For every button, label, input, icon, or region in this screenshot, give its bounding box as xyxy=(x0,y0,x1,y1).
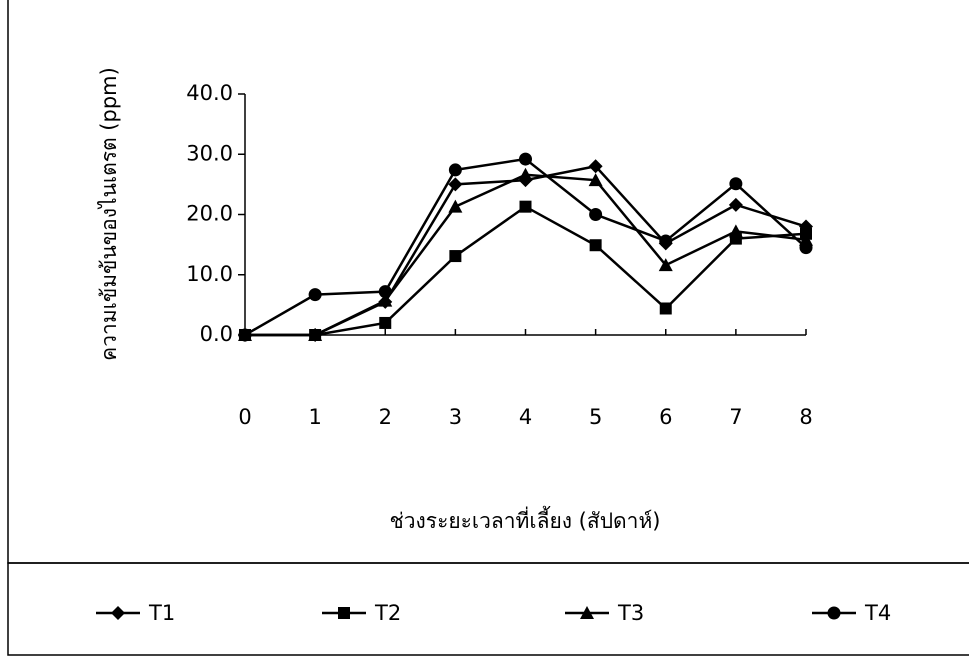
data-point xyxy=(308,288,322,302)
legend-marker xyxy=(338,607,350,619)
data-point xyxy=(729,177,743,191)
legend-label: T3 xyxy=(617,601,644,625)
data-point xyxy=(799,241,813,255)
legend-label: T1 xyxy=(148,601,175,625)
y-tick-label: 40.0 xyxy=(186,81,233,105)
x-tick-label: 1 xyxy=(308,405,321,429)
y-tick-label: 10.0 xyxy=(186,262,233,286)
series-line xyxy=(245,173,807,337)
x-tick-label: 4 xyxy=(519,405,532,429)
y-tick-label: 0.0 xyxy=(200,322,233,346)
data-point xyxy=(518,167,533,181)
data-point xyxy=(519,152,532,166)
data-point xyxy=(519,200,532,213)
data-point xyxy=(659,302,672,315)
data-point xyxy=(448,177,463,192)
data-point xyxy=(589,239,602,252)
series-line xyxy=(245,164,807,337)
y-axis-label: ความเข้มข้นของไนเตรต (ppm) xyxy=(97,67,121,361)
y-tick-label: 20.0 xyxy=(186,202,233,226)
data-point xyxy=(588,173,603,187)
data-point xyxy=(659,234,673,248)
data-point xyxy=(588,159,603,174)
data-point xyxy=(658,258,673,272)
x-tick-label: 6 xyxy=(659,405,672,429)
legend-marker xyxy=(111,606,125,620)
data-point xyxy=(308,328,323,341)
data-point xyxy=(378,285,392,299)
data-point xyxy=(238,328,252,342)
x-tick-label: 3 xyxy=(449,405,462,429)
data-point xyxy=(448,163,462,177)
chart-frame xyxy=(7,0,969,564)
legend-marker xyxy=(827,606,841,620)
data-point xyxy=(449,250,462,263)
data-point xyxy=(728,197,743,212)
legend-frame xyxy=(7,562,969,656)
data-point xyxy=(378,293,393,307)
data-point xyxy=(448,199,463,213)
series-line xyxy=(245,205,807,337)
legend-label: T2 xyxy=(374,601,401,625)
y-tick-label: 30.0 xyxy=(186,141,233,165)
data-point xyxy=(379,316,392,329)
x-tick-label: 8 xyxy=(799,405,812,429)
legend-marker xyxy=(580,606,594,619)
x-tick-label: 5 xyxy=(589,405,602,429)
x-axis-label: ช่วงระยะเวลาที่เลี้ยง (สัปดาห์) xyxy=(389,506,660,533)
legend-label: T4 xyxy=(864,601,891,625)
data-point xyxy=(728,224,743,238)
x-tick-label: 7 xyxy=(729,405,742,429)
x-tick-label: 2 xyxy=(379,405,392,429)
x-tick-label: 0 xyxy=(238,405,251,429)
data-point xyxy=(589,208,603,221)
